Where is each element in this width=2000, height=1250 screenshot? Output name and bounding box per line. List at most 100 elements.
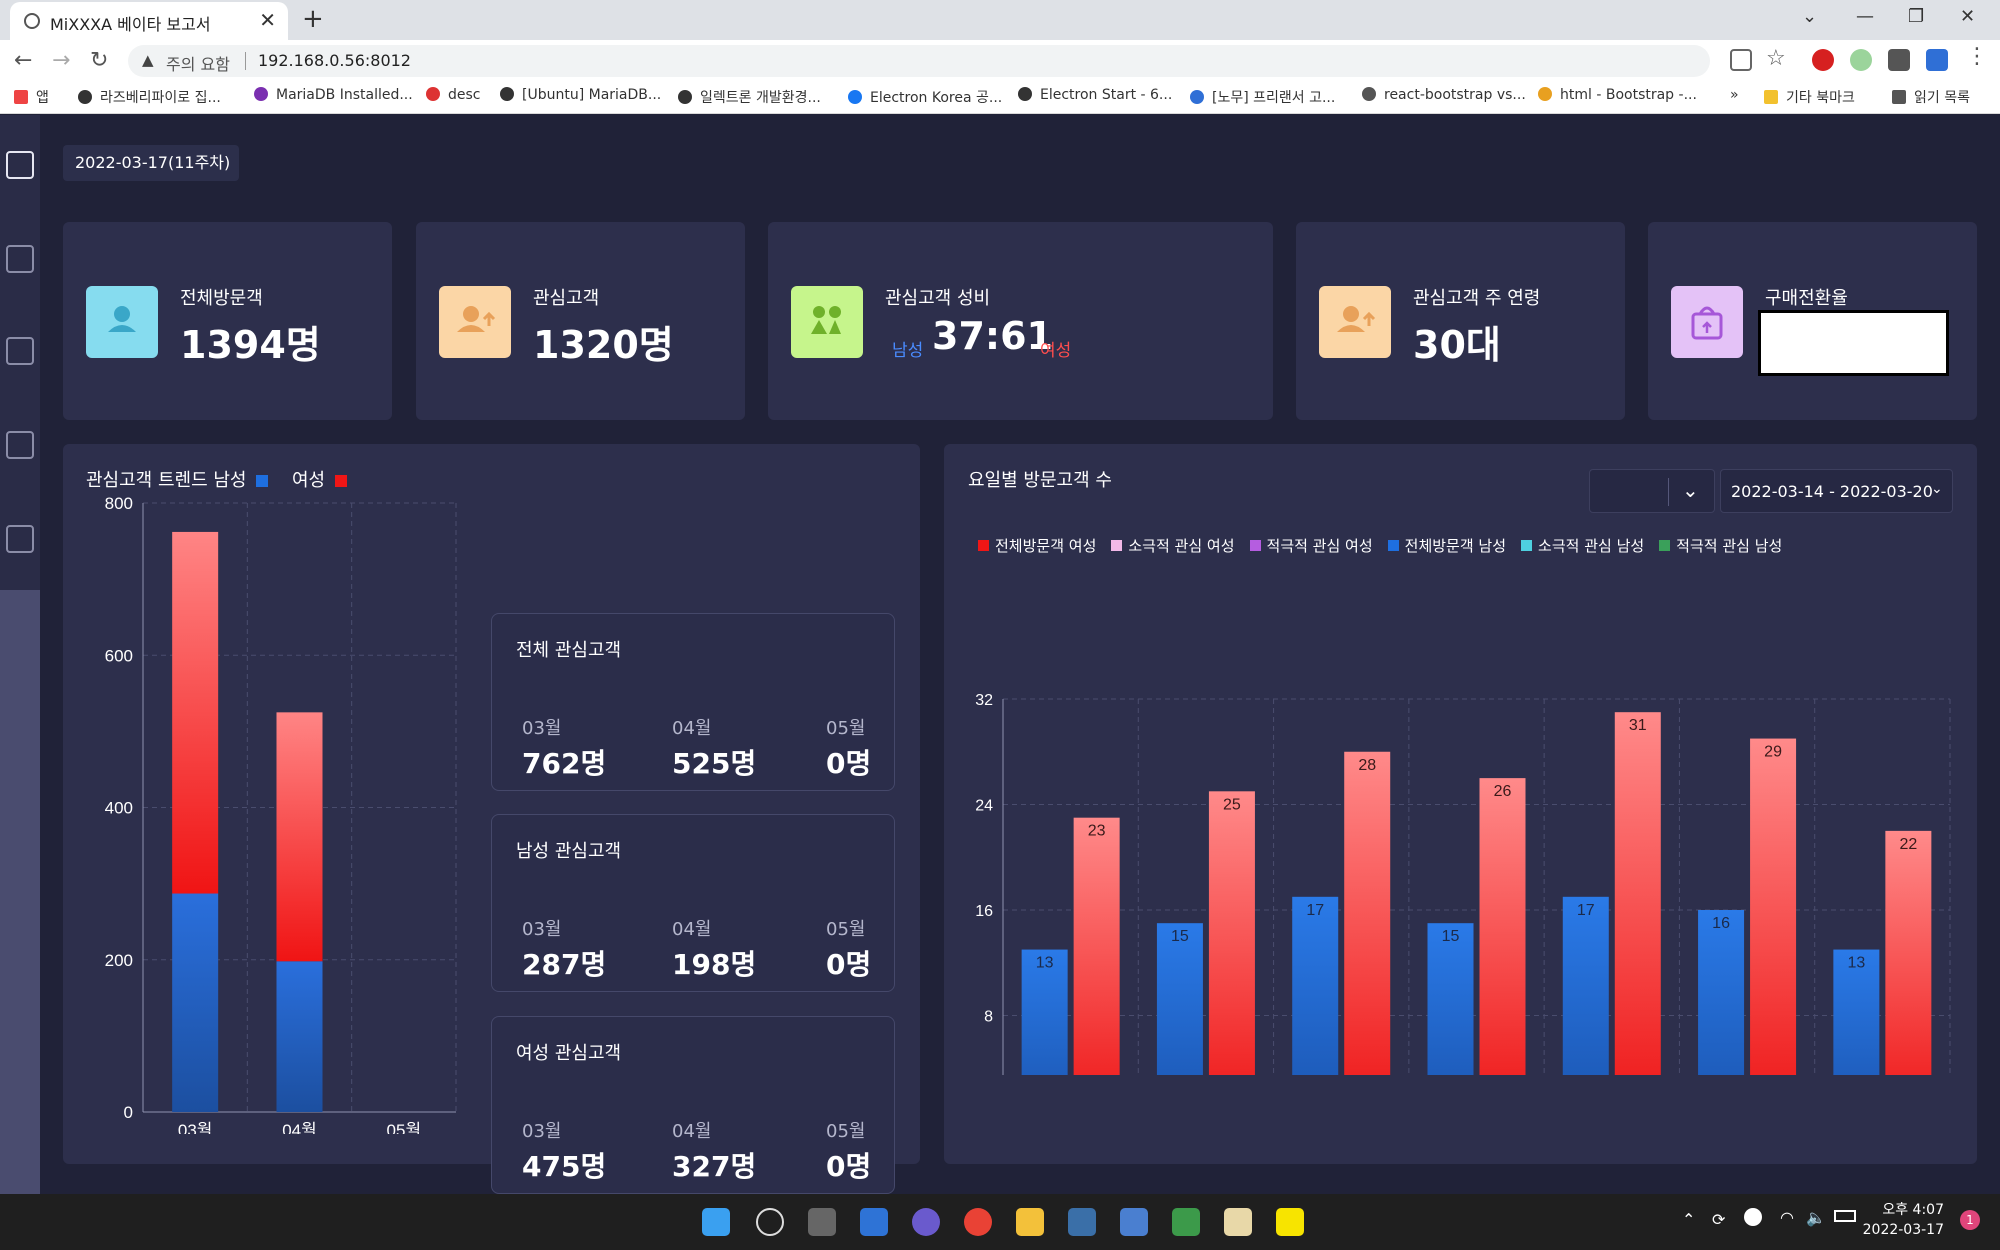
data-label: 15 <box>1171 928 1189 945</box>
legend-item[interactable]: 전체방문객 여성 <box>978 535 1096 556</box>
tab-title: MiXXXA 베이타 보고서 <box>50 15 211 34</box>
back-arrow-icon[interactable]: ← <box>14 48 33 73</box>
reload-icon[interactable]: ↻ <box>90 48 109 73</box>
summary-month-03: 03월 287명 <box>522 919 607 981</box>
filter-select[interactable]: ⌄ <box>1589 469 1715 513</box>
conversion-value <box>1758 310 1949 376</box>
address-bar: ← → ↻ ▲ 주의 요함 192.168.0.56:8012 ☆ ⋮ <box>0 40 2000 82</box>
forward-arrow-icon[interactable]: → <box>52 48 71 73</box>
weekday-legend: 전체방문객 여성 소극적 관심 여성 적극적 관심 여성 전체방문객 남성 소극적 관심… <box>978 535 1797 556</box>
summary-month-05: 05월 0명 <box>826 1121 872 1183</box>
stat-card-conversion: 구매전환율 <box>1648 222 1977 420</box>
bookmarks-overflow[interactable]: » <box>1730 87 1739 103</box>
sync-icon[interactable]: ⟳ <box>1712 1210 1726 1229</box>
app-icon[interactable] <box>1172 1208 1200 1236</box>
stat-card-gender-ratio: 관심고객 성비 남성 37:61 여성 <box>768 222 1273 420</box>
url-field[interactable]: ▲ 주의 요함 192.168.0.56:8012 <box>128 45 1710 77</box>
kakaotalk-icon[interactable] <box>1276 1208 1304 1236</box>
app-icon[interactable] <box>1068 1208 1096 1236</box>
volume-icon[interactable]: 🔈 <box>1806 1208 1826 1227</box>
legend-item[interactable]: 소극적 관심 여성 <box>1111 535 1235 556</box>
widgets-icon[interactable] <box>860 1208 888 1236</box>
dashboard-chart-icon[interactable] <box>6 151 34 179</box>
dashboard: 2022-03-17(11주차) 전체방문객 1394명 관심고객 1320명 … <box>0 115 2000 1194</box>
bookmark-item[interactable]: 일렉트론 개발환경... <box>678 87 821 107</box>
browser-tab[interactable]: MiXXXA 베이타 보고서 ✕ <box>10 2 288 40</box>
clock[interactable]: 오후 4:07 2022-03-17 <box>1862 1202 1944 1238</box>
tab-search-icon[interactable]: ⌄ <box>1802 6 1818 27</box>
close-circle-icon[interactable] <box>1744 1208 1762 1226</box>
restore-button[interactable]: ❐ <box>1908 6 1925 27</box>
legend-item[interactable]: 전체방문객 남성 <box>1387 535 1506 556</box>
bar-female <box>276 712 323 962</box>
share-icon[interactable] <box>1730 49 1752 71</box>
legend-swatch <box>978 540 989 551</box>
bar-male <box>1427 923 1474 1075</box>
puzzle-icon[interactable] <box>1888 49 1910 71</box>
summary-title: 전체 관심고객 <box>516 640 622 661</box>
bar-female <box>1073 817 1120 1075</box>
extension-icon[interactable] <box>1850 49 1872 71</box>
chrome-icon[interactable] <box>964 1208 992 1236</box>
reading-list[interactable]: 읽기 목록 <box>1892 87 1970 107</box>
globe-icon <box>500 87 514 101</box>
wifi-icon[interactable]: ◠ <box>1780 1208 1794 1227</box>
chevron-up-icon[interactable]: ⌃ <box>1682 1210 1696 1229</box>
date-range-picker[interactable]: 2022-03-14 - 2022-03-20 ⌄ <box>1720 469 1953 513</box>
other-bookmarks[interactable]: 기타 북마크 <box>1764 87 1855 107</box>
stat-label: 구매전환율 <box>1765 288 1848 309</box>
battery-icon[interactable] <box>1834 1210 1856 1222</box>
trend-panel: 관심고객 트렌드 남성 여성 0 200 400 600 800 03월 04월 05월 전체… <box>63 444 920 1194</box>
chevron-down-icon: ⌄ <box>1682 478 1699 502</box>
bookmark-item[interactable]: MariaDB Installed... <box>254 87 413 103</box>
stat-label: 관심고객 성비 <box>885 288 991 309</box>
bar-female <box>1344 751 1391 1075</box>
notification-badge[interactable]: 1 <box>1960 1210 1980 1230</box>
bookmark-item[interactable]: [노무] 프리랜서 고... <box>1190 87 1335 107</box>
bookmark-apps[interactable]: 앱 <box>14 87 49 107</box>
legend-item[interactable]: 소극적 관심 남성 <box>1521 535 1644 556</box>
minimize-button[interactable]: — <box>1856 6 1874 27</box>
bookmark-item[interactable]: 라즈베리파이로 집... <box>78 87 221 107</box>
weekday-bar-chart: 0816243213232022-03-14월15252022-03-15화17… <box>975 692 1951 1075</box>
legend-label: 적극적 관심 여성 <box>1266 537 1373 555</box>
presentation-icon[interactable] <box>6 337 34 365</box>
site-icon <box>78 90 92 104</box>
site-icon <box>1190 90 1204 104</box>
task-view-icon[interactable] <box>808 1208 836 1236</box>
file-explorer-icon[interactable] <box>1016 1208 1044 1236</box>
data-label: 17 <box>1577 902 1595 919</box>
bookmark-item[interactable]: react-bootstrap vs... <box>1362 87 1526 103</box>
app-icon[interactable] <box>1224 1208 1252 1236</box>
gender-icon <box>791 286 863 358</box>
chat-icon[interactable] <box>912 1208 940 1236</box>
bookmark-item[interactable]: [Ubuntu] MariaDB... <box>500 87 661 103</box>
summary-month-04: 04월 327명 <box>672 1121 757 1183</box>
bookmark-item[interactable]: Electron Start - 6... <box>1018 87 1172 103</box>
data-label: 31 <box>1629 717 1647 734</box>
summary-month-03: 03월 475명 <box>522 1121 607 1183</box>
user-arrow-icon <box>1319 286 1391 358</box>
clipboard-icon[interactable] <box>6 245 34 273</box>
more-menu-icon[interactable]: ⋮ <box>1966 44 1988 69</box>
legend-item[interactable]: 적극적 관심 여성 <box>1249 535 1373 556</box>
bookmark-star-icon[interactable]: ☆ <box>1766 46 1786 71</box>
close-window-button[interactable]: ✕ <box>1960 6 1976 27</box>
y-tick-label: 800 <box>105 494 133 513</box>
search-icon[interactable] <box>756 1208 784 1236</box>
bookmark-item[interactable]: html - Bootstrap -... <box>1538 87 1697 103</box>
document-add-icon[interactable] <box>6 431 34 459</box>
bar-male <box>1833 949 1880 1075</box>
adblock-extension-icon[interactable] <box>1812 49 1834 71</box>
data-label: 17 <box>1306 902 1324 919</box>
bookmark-item[interactable]: desc <box>426 87 481 103</box>
windows-start-icon[interactable] <box>702 1208 730 1236</box>
close-tab-icon[interactable]: ✕ <box>259 8 276 32</box>
network-app-icon[interactable] <box>1120 1208 1148 1236</box>
new-tab-button[interactable]: + <box>302 4 324 34</box>
bookmark-item[interactable]: Electron Korea 공... <box>848 87 1002 107</box>
legend-item[interactable]: 적극적 관심 남성 <box>1659 535 1782 556</box>
video-camera-icon[interactable] <box>6 525 34 553</box>
summary-card-male: 남성 관심고객 03월 287명 04월 198명 05월 0명 <box>491 814 895 992</box>
profile-icon[interactable] <box>1926 49 1948 71</box>
